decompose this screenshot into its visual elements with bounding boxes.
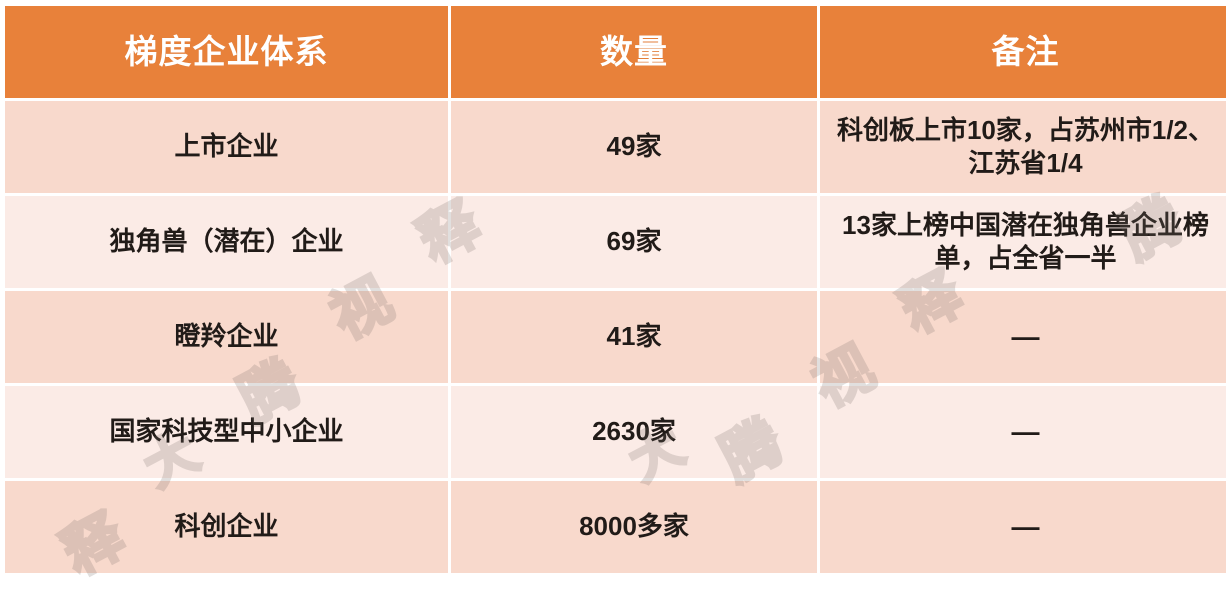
table-row: 科创企业 8000多家 — (5, 481, 1226, 573)
cell-remark: 13家上榜中国潜在独角兽企业榜单，占全省一半 (820, 196, 1226, 288)
column-header-remark: 备注 (820, 6, 1226, 98)
cell-count: 2630家 (451, 386, 817, 478)
table-row: 国家科技型中小企业 2630家 — (5, 386, 1226, 478)
table-body: 上市企业 49家 科创板上市10家，占苏州市1/2、江苏省1/4 独角兽（潜在）… (5, 101, 1226, 573)
cell-system: 上市企业 (5, 101, 448, 193)
header-row: 梯度企业体系 数量 备注 (5, 6, 1226, 98)
cell-system: 国家科技型中小企业 (5, 386, 448, 478)
cell-count: 69家 (451, 196, 817, 288)
column-header-count: 数量 (451, 6, 817, 98)
table-row: 上市企业 49家 科创板上市10家，占苏州市1/2、江苏省1/4 (5, 101, 1226, 193)
cell-remark: 科创板上市10家，占苏州市1/2、江苏省1/4 (820, 101, 1226, 193)
cell-system: 科创企业 (5, 481, 448, 573)
cell-remark: — (820, 386, 1226, 478)
cell-count: 8000多家 (451, 481, 817, 573)
gradient-enterprise-table: 梯度企业体系 数量 备注 上市企业 49家 科创板上市10家，占苏州市1/2、江… (2, 3, 1226, 576)
table-header: 梯度企业体系 数量 备注 (5, 6, 1226, 98)
column-header-system: 梯度企业体系 (5, 6, 448, 98)
cell-system: 瞪羚企业 (5, 291, 448, 383)
cell-system: 独角兽（潜在）企业 (5, 196, 448, 288)
cell-count: 41家 (451, 291, 817, 383)
cell-remark: — (820, 481, 1226, 573)
cell-remark: — (820, 291, 1226, 383)
table-row: 独角兽（潜在）企业 69家 13家上榜中国潜在独角兽企业榜单，占全省一半 (5, 196, 1226, 288)
cell-count: 49家 (451, 101, 817, 193)
table-row: 瞪羚企业 41家 — (5, 291, 1226, 383)
